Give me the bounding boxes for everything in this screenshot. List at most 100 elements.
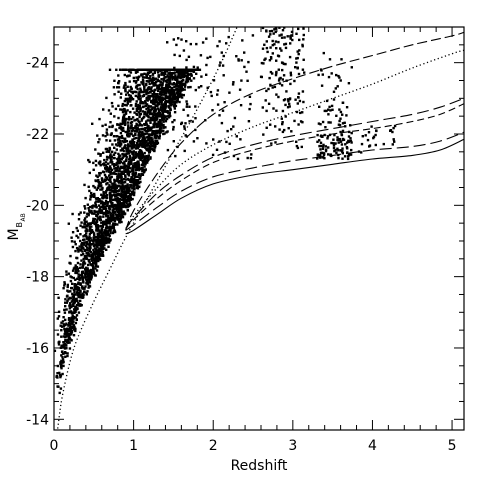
y-tick-label: -22 xyxy=(26,127,49,143)
data-point xyxy=(341,101,345,104)
data-point xyxy=(345,146,349,149)
data-point xyxy=(56,376,59,379)
data-point xyxy=(156,107,160,110)
data-point xyxy=(101,201,105,204)
data-point xyxy=(143,76,147,79)
data-point xyxy=(157,97,160,100)
data-point xyxy=(334,87,337,90)
data-point xyxy=(337,149,340,152)
data-point xyxy=(105,196,109,200)
data-point xyxy=(69,328,73,331)
data-point xyxy=(192,65,196,69)
data-point xyxy=(134,81,138,84)
model-curve-long-dash xyxy=(125,131,464,231)
data-point xyxy=(272,107,275,110)
data-point xyxy=(94,201,97,204)
data-point xyxy=(184,70,187,74)
data-point xyxy=(142,155,146,158)
data-point xyxy=(289,37,292,40)
data-point xyxy=(125,140,128,143)
data-point xyxy=(58,391,61,395)
data-point xyxy=(153,134,156,137)
data-point xyxy=(134,151,138,154)
data-point xyxy=(117,104,120,107)
data-point xyxy=(70,240,74,243)
data-point xyxy=(88,281,91,284)
data-point xyxy=(268,76,271,80)
data-point xyxy=(218,64,221,67)
data-point xyxy=(59,375,62,379)
data-point xyxy=(74,269,77,273)
data-point xyxy=(294,66,297,69)
data-point xyxy=(85,232,88,235)
data-point xyxy=(111,163,114,166)
data-point xyxy=(163,68,166,71)
data-point xyxy=(274,125,277,128)
data-point xyxy=(122,211,125,215)
data-point xyxy=(173,71,177,74)
data-point xyxy=(91,212,94,215)
data-point xyxy=(260,61,264,65)
data-point xyxy=(126,85,129,88)
data-point xyxy=(105,131,108,134)
data-point xyxy=(158,123,161,126)
data-point xyxy=(147,104,150,108)
data-point xyxy=(283,36,286,39)
data-point xyxy=(283,27,286,29)
data-point xyxy=(94,205,97,208)
data-point xyxy=(70,300,73,303)
data-point xyxy=(139,107,142,110)
data-point xyxy=(158,112,162,115)
data-point xyxy=(145,76,149,79)
data-point xyxy=(265,89,268,93)
data-point xyxy=(96,197,99,200)
data-point xyxy=(152,130,155,133)
data-point xyxy=(269,33,272,36)
y-tick-label: -14 xyxy=(26,412,49,428)
data-point xyxy=(85,246,89,249)
data-point xyxy=(63,281,66,284)
data-point xyxy=(167,68,170,71)
data-point xyxy=(174,96,177,100)
data-point xyxy=(135,123,138,127)
data-point xyxy=(137,93,140,97)
data-point xyxy=(131,138,134,141)
data-point xyxy=(141,170,144,173)
data-point xyxy=(332,146,336,150)
data-point xyxy=(173,89,176,92)
data-point xyxy=(107,109,111,112)
data-point xyxy=(120,158,123,161)
data-point xyxy=(335,114,338,117)
data-point xyxy=(75,318,78,321)
data-point xyxy=(168,69,171,72)
data-point xyxy=(126,121,130,124)
data-point xyxy=(250,153,253,156)
data-point xyxy=(107,229,110,232)
data-point xyxy=(122,86,126,89)
data-point xyxy=(124,190,127,193)
data-point xyxy=(294,98,297,101)
data-point xyxy=(139,158,142,161)
data-point xyxy=(76,299,79,303)
data-point xyxy=(70,333,73,336)
data-point xyxy=(174,154,177,158)
data-point xyxy=(96,219,99,222)
data-point xyxy=(151,99,155,102)
data-point xyxy=(261,27,265,30)
data-point xyxy=(79,211,82,214)
data-point xyxy=(327,108,330,111)
data-point xyxy=(318,139,321,142)
data-point xyxy=(240,59,243,62)
data-point xyxy=(137,75,141,78)
data-point xyxy=(143,156,146,160)
data-point xyxy=(166,68,169,71)
data-point xyxy=(144,100,147,103)
data-point xyxy=(139,101,142,104)
data-point xyxy=(101,250,105,254)
data-point xyxy=(283,98,287,101)
data-point xyxy=(107,168,110,171)
data-point xyxy=(340,143,344,146)
data-point xyxy=(345,141,349,144)
data-point xyxy=(73,326,76,329)
data-point xyxy=(284,103,287,107)
